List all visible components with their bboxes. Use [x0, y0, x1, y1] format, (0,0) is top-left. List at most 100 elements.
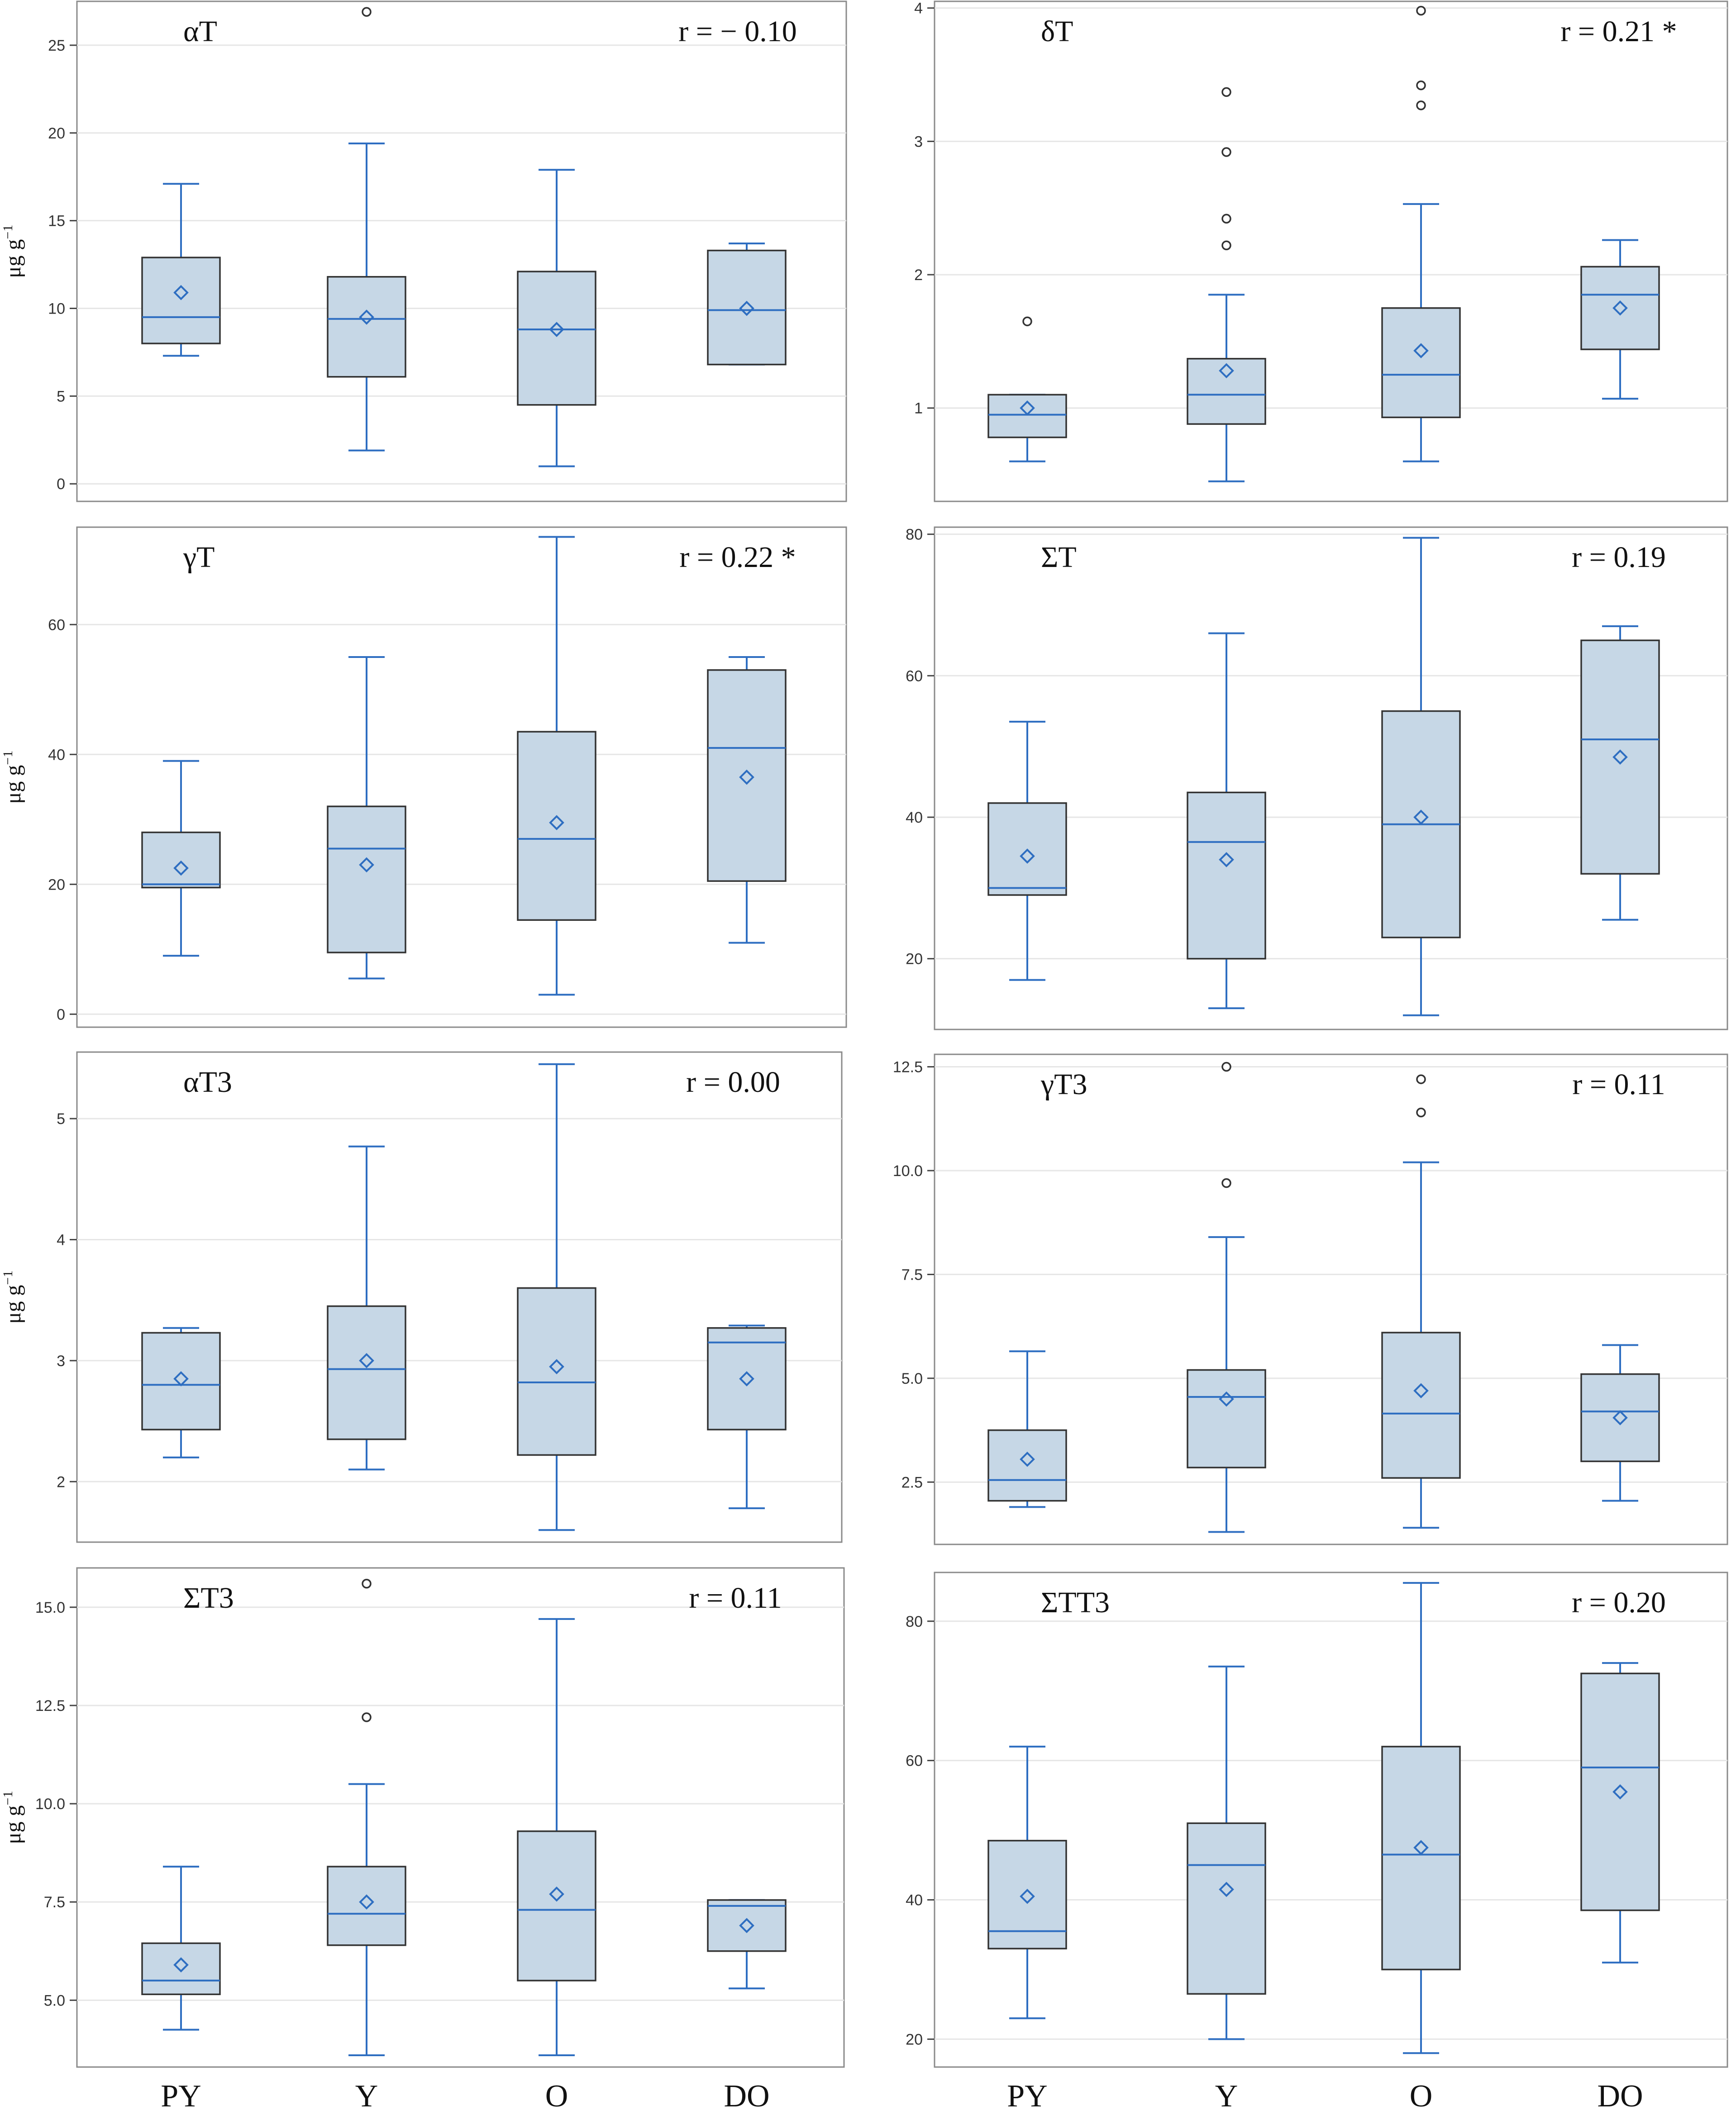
iqr-box — [141, 831, 221, 889]
iqr-box — [1580, 1373, 1660, 1462]
y-tick-label: 40 — [906, 809, 923, 826]
x-category-label: O — [1410, 2079, 1433, 2114]
panel-frame — [76, 1051, 843, 1543]
y-tick-label: 12.5 — [35, 1697, 65, 1715]
y-tick-label: 2.5 — [901, 1474, 923, 1491]
correlation-label: r = 0.00 — [686, 1066, 780, 1099]
iqr-box — [517, 1830, 596, 1982]
box-O — [517, 536, 596, 996]
box-O — [517, 169, 596, 467]
box-PY — [141, 1327, 221, 1458]
iqr-box — [707, 669, 787, 882]
panel-sigmaT: 20 40 60 80 ΣT r = 0.19 — [906, 526, 1728, 1030]
mean-marker — [739, 300, 754, 316]
box-Y — [1187, 87, 1266, 482]
mean-marker — [1413, 1383, 1429, 1399]
iqr-box — [327, 1866, 406, 1946]
box-Y — [327, 656, 406, 980]
box-O — [517, 1063, 596, 1531]
box-DO — [707, 1324, 787, 1510]
y-tick-label: 3 — [914, 133, 923, 150]
mean-marker — [739, 1918, 754, 1934]
box-Y — [327, 1578, 406, 2056]
outlier-point — [362, 1578, 372, 1589]
panel-title: γT3 — [1040, 1068, 1087, 1101]
mean-marker — [739, 1371, 754, 1386]
mean-marker — [549, 1359, 564, 1375]
iqr-box — [327, 276, 406, 378]
y-tick-label: 10 — [48, 300, 65, 318]
panel-title: δT — [1041, 15, 1073, 48]
mean-marker — [549, 1886, 564, 1902]
mean-marker — [173, 1371, 189, 1386]
box-O — [1381, 537, 1461, 1016]
correlation-label: r = 0.11 — [689, 1581, 782, 1615]
y-tick-label: 5.0 — [44, 1992, 65, 2009]
outlier-point — [1221, 147, 1231, 157]
y-tick-label: 5 — [57, 1110, 65, 1128]
box-DO — [707, 1899, 787, 1990]
y-tick-label: 80 — [906, 526, 923, 543]
mean-marker — [1020, 400, 1035, 416]
y-tick-label: 10.0 — [893, 1162, 923, 1180]
panel-title: ΣT3 — [183, 1581, 234, 1615]
x-category-label: O — [545, 2079, 568, 2114]
box-Y — [1187, 1062, 1266, 1533]
mean-marker — [1612, 1784, 1628, 1800]
iqr-box — [327, 805, 406, 953]
iqr-box — [707, 1327, 787, 1431]
iqr-box — [517, 731, 596, 921]
panel-title: αT — [183, 15, 217, 48]
correlation-label: r = 0.11 — [1572, 1068, 1665, 1101]
iqr-box — [1381, 1332, 1461, 1479]
y-tick-label: 60 — [906, 1753, 923, 1770]
mean-marker — [359, 1894, 374, 1910]
box-O — [517, 1618, 596, 2056]
mean-marker — [1020, 1452, 1035, 1467]
y-tick-label: 3 — [57, 1353, 65, 1370]
x-axis-labels: PY Y O DO PY Y O DO — [161, 2079, 1643, 2114]
y-tick-label: 40 — [906, 1892, 923, 1909]
correlation-label: r = 0.21 * — [1560, 15, 1677, 48]
box-PY — [141, 760, 221, 957]
x-category-label: Y — [355, 2079, 378, 2114]
iqr-box — [987, 1839, 1067, 1950]
y-tick-label: 12.5 — [893, 1059, 923, 1076]
box-O — [1381, 1582, 1461, 2054]
y-tick-label: 25 — [48, 37, 65, 54]
iqr-box — [1381, 1746, 1461, 1971]
mean-marker — [1612, 300, 1628, 316]
panel-gammaT: 0 20 40 60 γT r = 0.22 * μg g−1 — [0, 526, 847, 1028]
iqr-box — [707, 1899, 787, 1952]
box-PY — [141, 183, 221, 357]
x-category-label: DO — [724, 2079, 769, 2114]
outlier-point — [1022, 316, 1032, 326]
y-axis-label: μg g−1 — [0, 1271, 25, 1324]
iqr-box — [141, 257, 221, 344]
mean-marker — [739, 769, 754, 785]
outlier-point — [362, 7, 372, 17]
y-tick-label: 4 — [57, 1231, 65, 1248]
iqr-box — [517, 1287, 596, 1456]
panel-alphaT3: 2 3 4 5 αT3 r = 0.00 μg g−1 — [0, 1051, 843, 1543]
x-category-label: DO — [1597, 2079, 1643, 2114]
outlier-point — [1221, 1062, 1231, 1072]
panel-title: αT3 — [183, 1066, 232, 1099]
y-tick-label: 60 — [906, 667, 923, 685]
y-axis-label: μg g−1 — [0, 225, 25, 278]
correlation-label: r = − 0.10 — [678, 15, 796, 48]
box-DO — [1580, 239, 1660, 400]
mean-marker — [549, 322, 564, 337]
box-PY — [987, 1350, 1067, 1508]
outlier-point — [1416, 1074, 1426, 1084]
box-O — [1381, 1074, 1461, 1529]
y-tick-label: 20 — [906, 951, 923, 968]
correlation-label: r = 0.19 — [1572, 541, 1666, 574]
iqr-box — [517, 271, 596, 406]
iqr-box — [1187, 1822, 1266, 1995]
panel-title: ΣT — [1041, 541, 1077, 574]
y-tick-label: 10.0 — [35, 1796, 65, 1813]
panel-sigmaT3: 5.0 7.5 10.0 12.5 15.0 ΣT3 r = 0.11 μg g−1 — [0, 1567, 845, 2068]
y-tick-label: 1 — [914, 400, 923, 417]
y-tick-label: 7.5 — [901, 1266, 923, 1283]
